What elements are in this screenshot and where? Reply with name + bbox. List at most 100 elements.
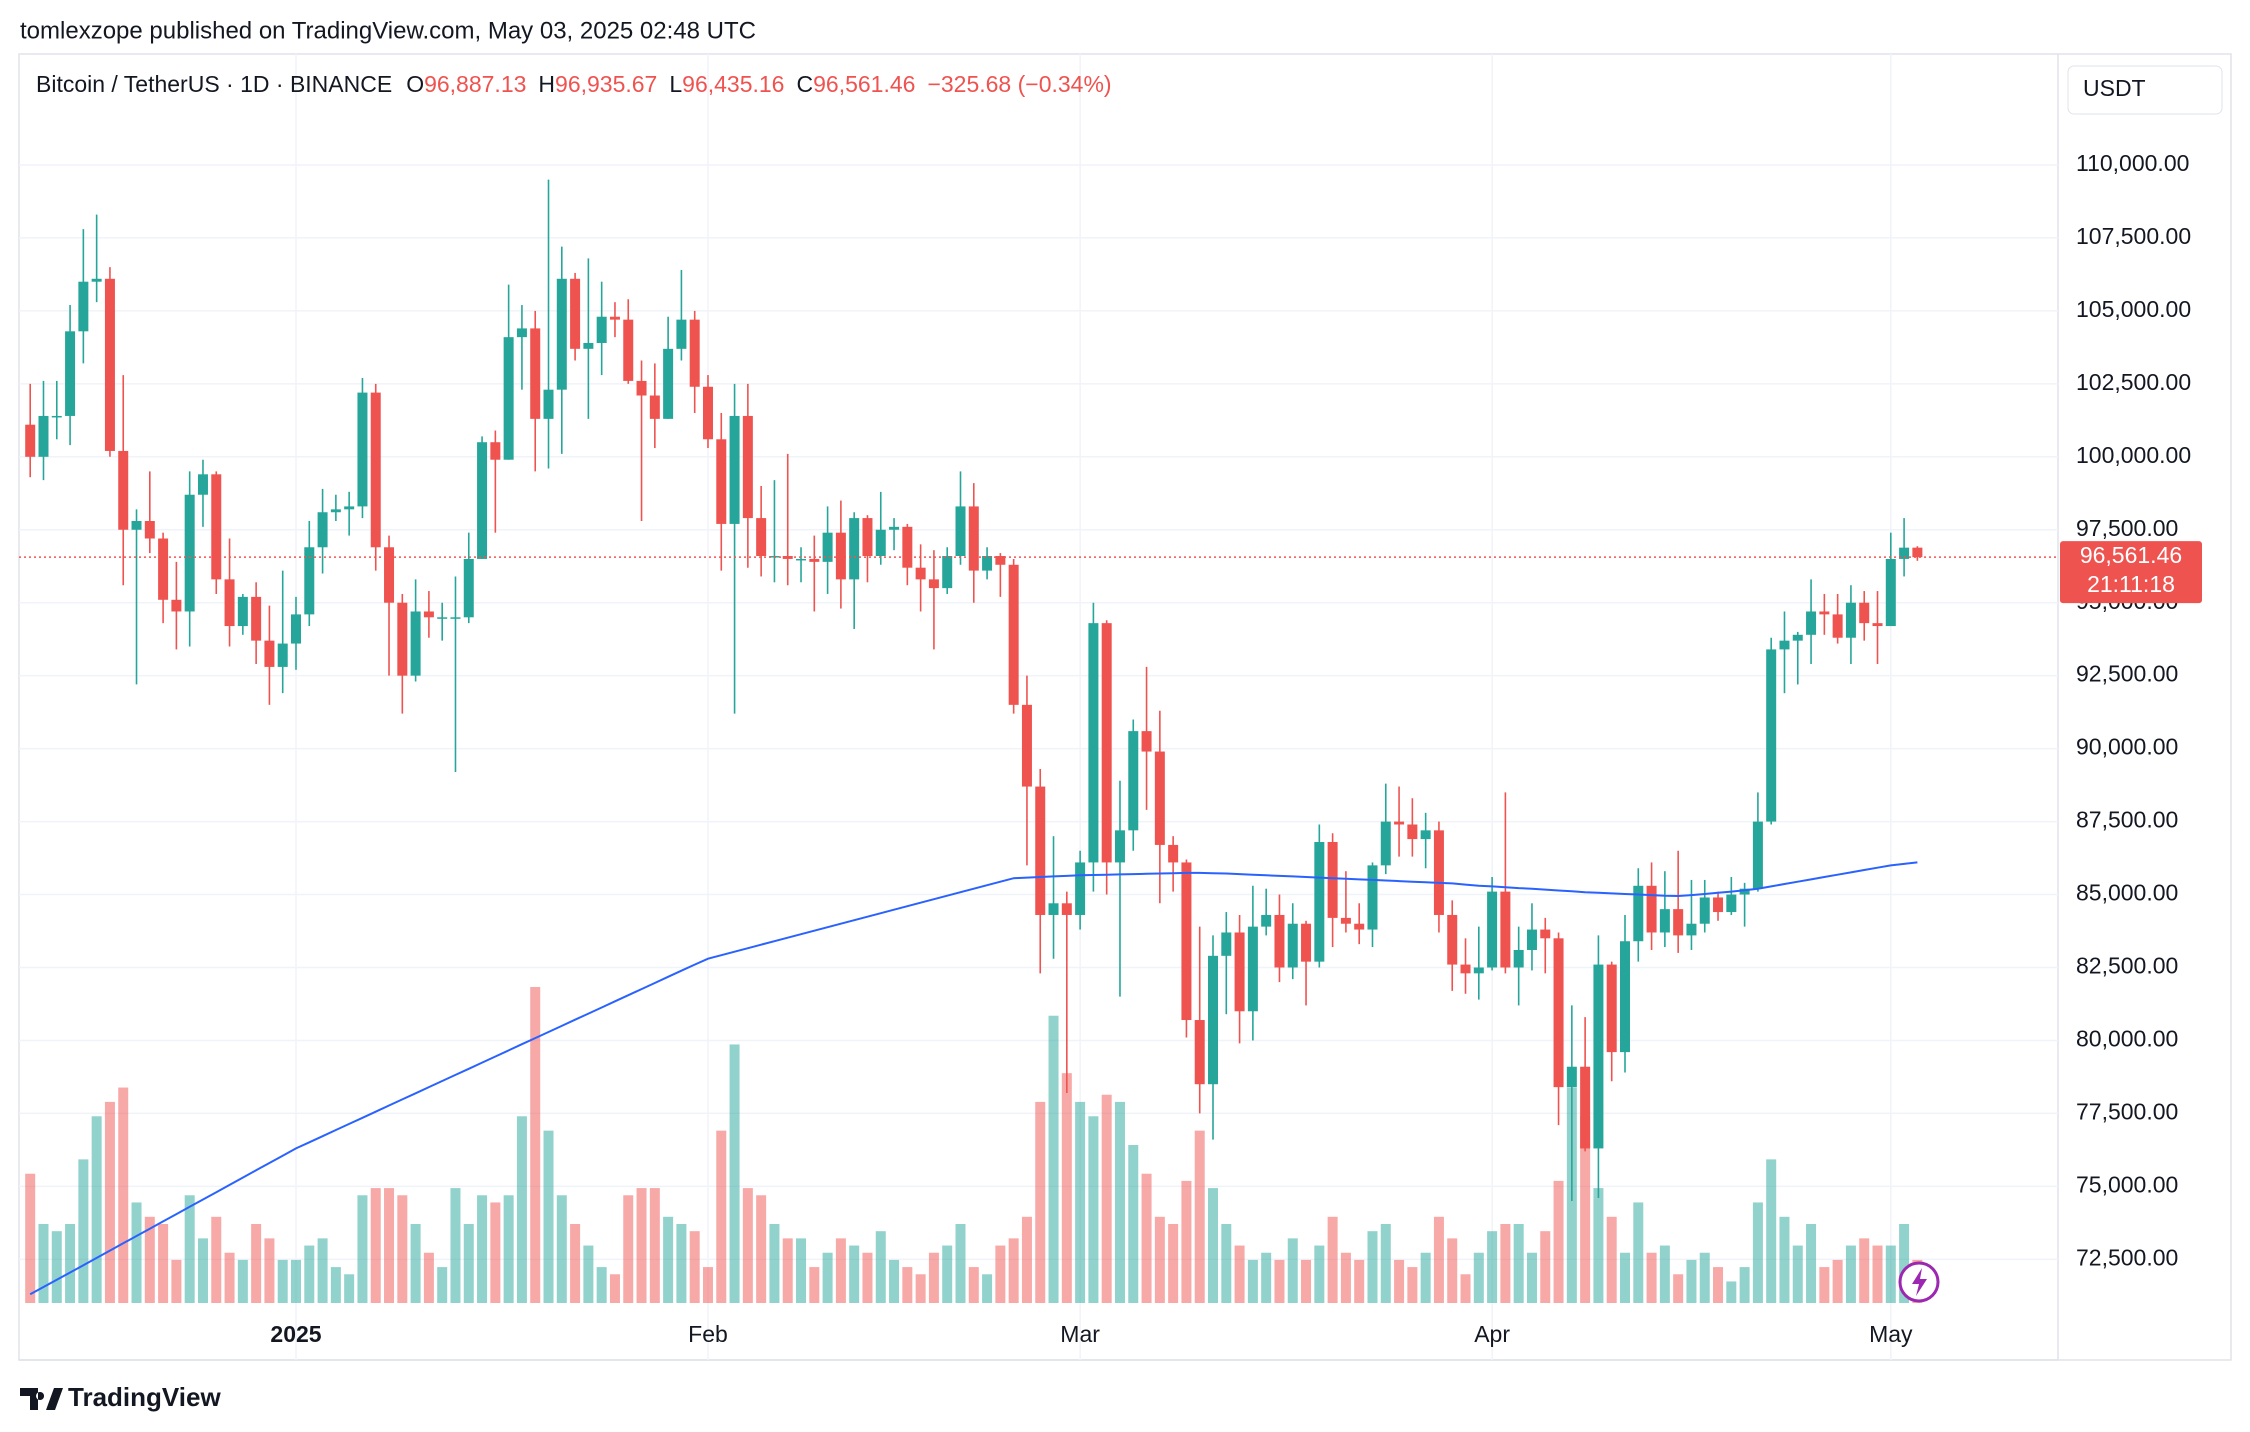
candle-body (1673, 909, 1684, 936)
volume-bar (1859, 1238, 1870, 1303)
y-tick-label: 102,500.00 (2076, 369, 2191, 395)
candle-body (1367, 865, 1378, 930)
currency-button[interactable] (2067, 65, 2223, 115)
volume-bar (410, 1224, 421, 1303)
candle-body (1806, 611, 1817, 635)
volume-bar (782, 1238, 793, 1303)
candle-body (25, 424, 36, 457)
candle-body (1035, 786, 1046, 915)
volume-bar (1354, 1259, 1365, 1303)
volume-bar (1686, 1259, 1697, 1303)
candle-body (889, 526, 900, 530)
candle-body (1473, 967, 1484, 974)
candle-body (503, 337, 514, 460)
candle-body (1088, 623, 1099, 863)
candle-body (623, 319, 634, 381)
y-tick-label: 85,000.00 (2076, 880, 2178, 906)
candle-body (1845, 602, 1856, 638)
candle-body (1752, 821, 1763, 889)
volume-bar (1075, 1101, 1086, 1303)
volume-bar (1699, 1252, 1710, 1303)
volume-bar (423, 1252, 434, 1303)
volume-bar (1367, 1231, 1378, 1303)
candle-body (955, 506, 966, 557)
volume-bar (184, 1195, 195, 1303)
volume-bar (1261, 1252, 1272, 1303)
volume-bar (477, 1195, 488, 1303)
volume-bar (1500, 1224, 1511, 1303)
candle-body (1221, 932, 1232, 956)
candle-body (1208, 955, 1219, 1085)
ohlc-label: L (669, 71, 682, 97)
currency-label[interactable]: USDT (2083, 75, 2146, 101)
volume-bar (1274, 1259, 1285, 1303)
volume-bar (1380, 1224, 1391, 1303)
x-tick-label: May (1869, 1321, 1913, 1347)
volume-bar (1048, 1015, 1059, 1303)
volume-bar (277, 1259, 288, 1303)
symbol-legend: Bitcoin / TetherUS · 1D · BINANCE O96,887… (36, 71, 1112, 97)
candle-body (1726, 894, 1737, 913)
candle-body (902, 526, 913, 568)
candle-body (849, 518, 860, 580)
volume-bar (1739, 1267, 1750, 1303)
candle-body (1859, 602, 1870, 624)
candle-body (1314, 842, 1325, 962)
volume-bar (158, 1224, 169, 1303)
volume-bar (1168, 1224, 1179, 1303)
candle-body (942, 556, 953, 589)
candle-body (384, 547, 395, 603)
volume-bar (1633, 1202, 1644, 1303)
ohlc-label: C (796, 71, 813, 97)
tradingview-logo[interactable]: TradingView (20, 1382, 221, 1412)
candle-body (1606, 964, 1617, 1053)
candle-body (1633, 885, 1644, 942)
volume-bar (796, 1238, 807, 1303)
candle-body (1380, 821, 1391, 866)
y-tick-label: 77,500.00 (2076, 1098, 2178, 1124)
candle-body (1420, 830, 1431, 840)
volume-bar (716, 1130, 727, 1303)
volume-bar (756, 1195, 767, 1303)
candle-body (1766, 649, 1777, 822)
candle-body (835, 532, 846, 580)
volume-bar (862, 1252, 873, 1303)
last-price-box (2060, 541, 2202, 604)
volume-bar (397, 1195, 408, 1303)
candle-body (1566, 1066, 1577, 1088)
candle-body (1872, 623, 1883, 627)
y-tick-label: 75,000.00 (2076, 1171, 2178, 1197)
candle-body (1168, 844, 1179, 863)
volume-bar (1247, 1259, 1258, 1303)
flash-bolt (1912, 1268, 1927, 1296)
candle-body (490, 442, 501, 460)
volume-bar (1659, 1245, 1670, 1303)
candle-body (982, 556, 993, 571)
candle-body (689, 319, 700, 387)
candle-body (251, 596, 262, 641)
volume-bar (1460, 1274, 1471, 1303)
candle-body (104, 278, 115, 451)
candle-body (1792, 634, 1803, 641)
candle-body (38, 415, 49, 457)
ohlc-value: 96,887.13 (424, 71, 526, 97)
volume-bar (1726, 1281, 1737, 1303)
candle-body (450, 617, 461, 619)
y-tick-label: 90,000.00 (2076, 734, 2178, 760)
volume-bar (516, 1116, 527, 1303)
candle-body (184, 494, 195, 612)
overlay-layer: 72,500.00 75,000.00 77,500.00 80,000.00 82,5… (19, 150, 2202, 1347)
candle-body (663, 348, 674, 419)
y-tick-label: 72,500.00 (2076, 1244, 2178, 1270)
volume-bar (1713, 1267, 1724, 1303)
candle-body (1048, 903, 1059, 915)
candle-body (1154, 751, 1165, 845)
candle-body (1261, 914, 1272, 927)
volume-bar (1487, 1231, 1498, 1303)
candle-body (1912, 547, 1923, 558)
volume-bar (370, 1188, 381, 1303)
candle-body (304, 547, 315, 615)
candle-body (742, 415, 753, 519)
volume-bar (1088, 1116, 1099, 1303)
